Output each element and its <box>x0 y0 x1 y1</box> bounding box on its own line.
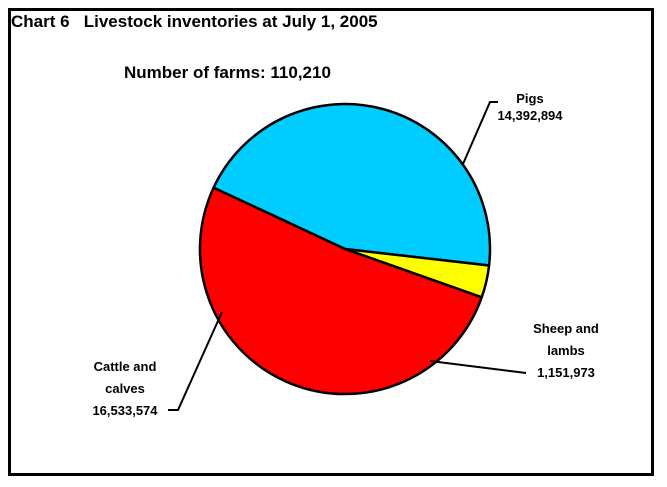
pie-slice-2 <box>198 186 483 396</box>
pie-slice-0 <box>212 102 492 267</box>
chart-subtitle: Number of farms: 110,210 <box>124 63 331 82</box>
slice-label-2: Cattle and <box>94 359 157 374</box>
slice-label-2: calves <box>105 381 145 396</box>
slice-label-1: lambs <box>547 343 585 358</box>
slice-label-1: Sheep and <box>533 321 599 336</box>
slice-value-2: 16,533,574 <box>92 403 158 418</box>
slice-label-0: Pigs <box>516 91 543 106</box>
slice-value-1: 1,151,973 <box>537 365 595 380</box>
leader-line-2 <box>168 311 223 411</box>
leader-line-1 <box>429 360 527 374</box>
chart-title: Chart 6 Livestock inventories at July 1,… <box>11 12 378 31</box>
slice-value-0: 14,392,894 <box>497 108 563 123</box>
leader-line-0 <box>462 101 498 165</box>
